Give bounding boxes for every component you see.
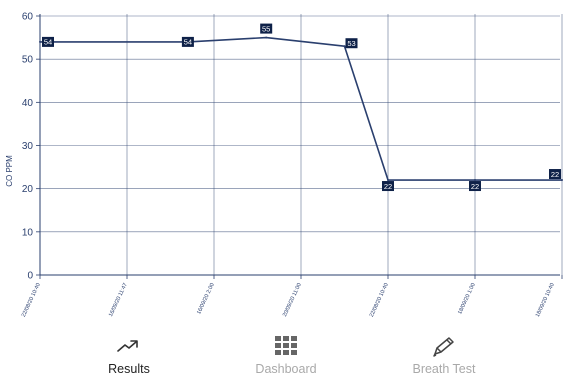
data-label: 54 bbox=[44, 38, 52, 47]
y-tick-label: 40 bbox=[22, 98, 34, 109]
trending-line-icon bbox=[116, 334, 142, 358]
data-label-box bbox=[42, 36, 54, 47]
x-tick-label: 18/09/20 10:40 bbox=[535, 282, 556, 318]
x-tick-label: 20/09/20 11:00 bbox=[282, 282, 303, 317]
data-label: 54 bbox=[184, 38, 192, 47]
co-ppm-chart: 0 10 20 30 40 50 60 22/08/20 10:40 16/09/20 11:… bbox=[5, 12, 563, 318]
data-label-box bbox=[549, 169, 561, 180]
data-point bbox=[343, 45, 346, 48]
tab-dashboard-label: Dashboard bbox=[255, 362, 317, 376]
data-label: 55 bbox=[262, 24, 270, 33]
y-tick-label: 50 bbox=[22, 55, 34, 66]
data-label-box bbox=[260, 23, 273, 34]
tab-breath-test-label: Breath Test bbox=[412, 362, 476, 376]
chart-grid bbox=[39, 14, 563, 276]
y-tick-label: 10 bbox=[22, 227, 34, 238]
data-label: 53 bbox=[347, 39, 355, 48]
pencil-icon bbox=[431, 334, 457, 358]
y-axis-ticks: 0 10 20 30 40 50 60 bbox=[22, 12, 40, 282]
y-tick-label: 0 bbox=[27, 271, 33, 282]
data-label-box bbox=[181, 36, 194, 47]
x-tick-label: 22/08/20 10:40 bbox=[21, 282, 42, 318]
x-axis-ticks: 22/08/20 10:40 16/09/20 11:47 16/09/20 2:0… bbox=[21, 275, 563, 318]
tab-dashboard[interactable]: Dashboard bbox=[242, 330, 330, 376]
data-labels: 54 54 55 53 22 22 22 bbox=[42, 23, 561, 192]
data-label-box bbox=[469, 181, 481, 192]
y-axis-label: CO PPM bbox=[5, 155, 14, 187]
data-point bbox=[265, 36, 268, 39]
grid-icon bbox=[275, 334, 297, 358]
data-label: 22 bbox=[551, 170, 559, 179]
tab-results-label: Results bbox=[108, 362, 150, 376]
x-tick-label: 16/09/20 11:47 bbox=[108, 282, 129, 317]
data-point bbox=[39, 40, 41, 43]
y-tick-label: 20 bbox=[22, 184, 34, 195]
data-label: 22 bbox=[384, 182, 392, 191]
x-tick-label: 16/09/20 2:00 bbox=[196, 282, 216, 315]
tab-breath-test[interactable]: Breath Test bbox=[398, 330, 490, 376]
y-tick-label: 60 bbox=[22, 12, 34, 23]
data-label: 22 bbox=[471, 182, 479, 191]
data-point bbox=[474, 179, 476, 182]
data-label-box bbox=[345, 38, 358, 49]
data-point bbox=[387, 179, 389, 182]
y-tick-label: 30 bbox=[22, 141, 34, 152]
tab-results[interactable]: Results bbox=[88, 330, 170, 376]
bottom-tab-bar: Results Dashboard bbox=[0, 330, 563, 376]
data-label-box bbox=[382, 181, 394, 192]
x-tick-label: 22/08/20 10:40 bbox=[369, 282, 390, 318]
x-tick-label: 18/09/20 1:00 bbox=[457, 282, 477, 315]
